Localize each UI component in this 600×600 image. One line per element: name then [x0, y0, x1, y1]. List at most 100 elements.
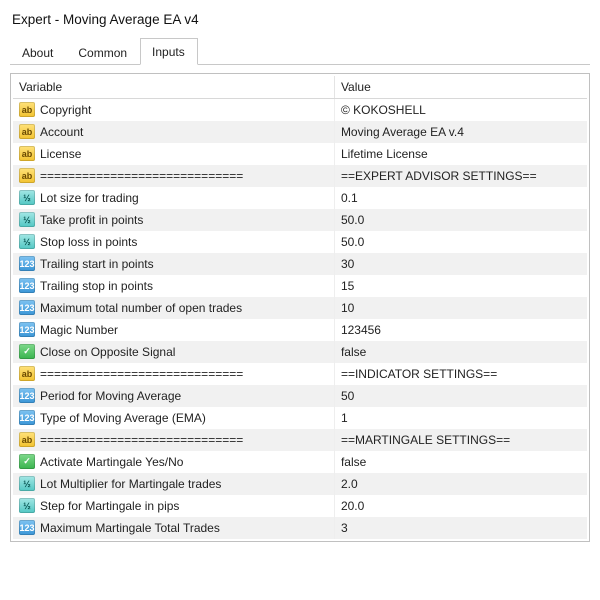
- table-row[interactable]: 123 Trailing start in points 30: [13, 253, 587, 275]
- cell-value[interactable]: 50.0: [334, 231, 587, 253]
- variable-cell-wrap: ✓ Close on Opposite Signal: [19, 344, 328, 359]
- variable-cell-wrap: abAccount: [19, 124, 328, 139]
- variable-cell-wrap: 123 Trailing start in points: [19, 256, 328, 271]
- variable-name: Type of Moving Average (EMA): [40, 411, 206, 425]
- cell-variable: ab =============================: [13, 165, 334, 187]
- variable-cell-wrap: 123Period for Moving Average: [19, 388, 328, 403]
- variable-name: Lot Multiplier for Martingale trades: [40, 477, 221, 491]
- cell-value[interactable]: ==MARTINGALE SETTINGS==: [334, 429, 587, 451]
- tab-label: Inputs: [152, 45, 185, 59]
- cell-value[interactable]: 10: [334, 297, 587, 319]
- variable-name: Stop loss in points: [40, 235, 137, 249]
- cell-value[interactable]: Lifetime License: [334, 143, 587, 165]
- cell-value[interactable]: false: [334, 341, 587, 363]
- cell-value[interactable]: 0.1: [334, 187, 587, 209]
- cell-value[interactable]: false: [334, 451, 587, 473]
- inputs-table: Variable Value abCopyright© KOKOSHELLabA…: [13, 76, 587, 539]
- cell-value[interactable]: 2.0: [334, 473, 587, 495]
- cell-value[interactable]: 50: [334, 385, 587, 407]
- tab-about[interactable]: About: [10, 40, 66, 65]
- table-row[interactable]: 123 Magic Number 123456: [13, 319, 587, 341]
- cell-variable: 123Maximum Martingale Total Trades: [13, 517, 334, 539]
- cell-value[interactable]: 20.0: [334, 495, 587, 517]
- variable-name: Maximum total number of open trades: [40, 301, 242, 315]
- variable-name: Copyright: [40, 103, 91, 117]
- variable-cell-wrap: ½ Stop loss in points: [19, 234, 328, 249]
- int-type-icon: 123: [19, 300, 35, 315]
- variable-name: Lot size for trading: [40, 191, 139, 205]
- cell-value[interactable]: 30: [334, 253, 587, 275]
- cell-value[interactable]: © KOKOSHELL: [334, 99, 587, 121]
- cell-value[interactable]: Moving Average EA v.4: [334, 121, 587, 143]
- variable-cell-wrap: ab =============================: [19, 168, 328, 183]
- double-type-icon: ½: [19, 212, 35, 227]
- cell-value[interactable]: 3: [334, 517, 587, 539]
- variable-cell-wrap: ab =============================: [19, 366, 328, 381]
- cell-variable: 123 Trailing stop in points: [13, 275, 334, 297]
- table-row[interactable]: ab===============================MARTING…: [13, 429, 587, 451]
- table-row[interactable]: ab ============================= ==INDICAT…: [13, 363, 587, 385]
- cell-value[interactable]: 123456: [334, 319, 587, 341]
- string-type-icon: ab: [19, 366, 35, 381]
- table-row[interactable]: 123Type of Moving Average (EMA)1: [13, 407, 587, 429]
- cell-value[interactable]: 15: [334, 275, 587, 297]
- cell-variable: ✓ Close on Opposite Signal: [13, 341, 334, 363]
- table-row[interactable]: 123Maximum Martingale Total Trades3: [13, 517, 587, 539]
- variable-name: =============================: [40, 367, 243, 381]
- table-row[interactable]: abAccount Moving Average EA v.4: [13, 121, 587, 143]
- cell-variable: 123 Trailing start in points: [13, 253, 334, 275]
- double-type-icon: ½: [19, 234, 35, 249]
- cell-variable: ½Lot Multiplier for Martingale trades: [13, 473, 334, 495]
- variable-cell-wrap: ½Lot Multiplier for Martingale trades: [19, 476, 328, 491]
- table-row[interactable]: 123Period for Moving Average 50: [13, 385, 587, 407]
- cell-variable: ab =============================: [13, 363, 334, 385]
- variable-name: Step for Martingale in pips: [40, 499, 179, 513]
- cell-value[interactable]: ==EXPERT ADVISOR SETTINGS==: [334, 165, 587, 187]
- col-header-variable[interactable]: Variable: [13, 76, 334, 99]
- tab-common[interactable]: Common: [66, 40, 140, 65]
- table-row[interactable]: ab ============================= ==EXPERT …: [13, 165, 587, 187]
- table-row[interactable]: ab License Lifetime License: [13, 143, 587, 165]
- expert-properties-window: Expert - Moving Average EA v4 About Comm…: [0, 0, 600, 600]
- table-row[interactable]: 123 Trailing stop in points 15: [13, 275, 587, 297]
- int-type-icon: 123: [19, 256, 35, 271]
- table-row[interactable]: ✓ Activate Martingale Yes/No false: [13, 451, 587, 473]
- cell-variable: ½Take profit in points: [13, 209, 334, 231]
- bool-type-icon: ✓: [19, 454, 35, 469]
- bool-type-icon: ✓: [19, 344, 35, 359]
- variable-name: =============================: [40, 169, 243, 183]
- string-type-icon: ab: [19, 146, 35, 161]
- cell-value[interactable]: ==INDICATOR SETTINGS==: [334, 363, 587, 385]
- variable-name: Activate Martingale Yes/No: [40, 455, 183, 469]
- tab-inputs[interactable]: Inputs: [140, 38, 198, 65]
- table-row[interactable]: ½Lot Multiplier for Martingale trades 2.0: [13, 473, 587, 495]
- window-title: Expert - Moving Average EA v4: [10, 8, 590, 37]
- cell-variable: ½Lot size for trading: [13, 187, 334, 209]
- string-type-icon: ab: [19, 124, 35, 139]
- cell-value[interactable]: 1: [334, 407, 587, 429]
- variable-cell-wrap: ✓ Activate Martingale Yes/No: [19, 454, 328, 469]
- variable-name: Trailing stop in points: [40, 279, 153, 293]
- inputs-table-wrap: Variable Value abCopyright© KOKOSHELLabA…: [10, 73, 590, 542]
- variable-name: Close on Opposite Signal: [40, 345, 175, 359]
- int-type-icon: 123: [19, 322, 35, 337]
- table-row[interactable]: ✓ Close on Opposite Signal false: [13, 341, 587, 363]
- table-row[interactable]: 123 Maximum total number of open trades 10: [13, 297, 587, 319]
- table-row[interactable]: ½ Stop loss in points 50.0: [13, 231, 587, 253]
- variable-cell-wrap: 123 Magic Number: [19, 322, 328, 337]
- variable-name: =============================: [40, 433, 243, 447]
- table-row[interactable]: ½Lot size for trading0.1: [13, 187, 587, 209]
- col-header-value[interactable]: Value: [334, 76, 587, 99]
- table-row[interactable]: ½Take profit in points50.0: [13, 209, 587, 231]
- tab-label: Common: [78, 46, 127, 60]
- variable-name: License: [40, 147, 81, 161]
- tab-bar: About Common Inputs: [10, 37, 590, 65]
- table-row[interactable]: ½Step for Martingale in pips20.0: [13, 495, 587, 517]
- string-type-icon: ab: [19, 168, 35, 183]
- int-type-icon: 123: [19, 278, 35, 293]
- table-row[interactable]: abCopyright© KOKOSHELL: [13, 99, 587, 121]
- cell-value[interactable]: 50.0: [334, 209, 587, 231]
- variable-name: Magic Number: [40, 323, 118, 337]
- variable-name: Trailing start in points: [40, 257, 154, 271]
- cell-variable: ab=============================: [13, 429, 334, 451]
